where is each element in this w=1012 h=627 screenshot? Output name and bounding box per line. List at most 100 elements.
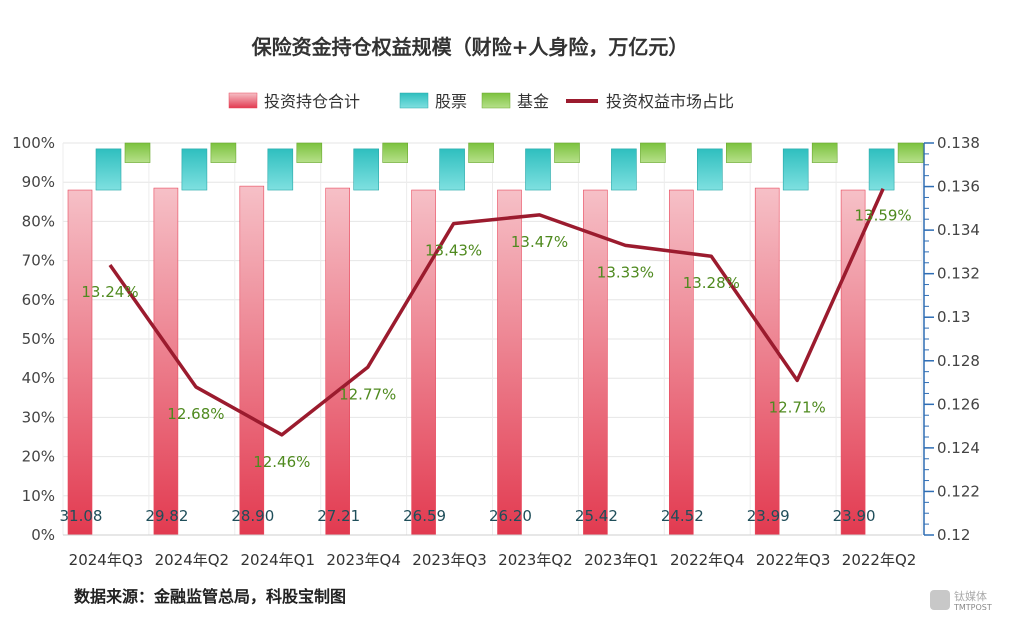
x-tick-label: 2022年Q3 (756, 551, 831, 569)
chart-title: 保险资金持仓权益规模（财险+人身险，万亿元） (251, 35, 689, 59)
bar-stock (696, 148, 723, 191)
source-note: 数据来源：金融监管总局，科股宝制图 (74, 587, 346, 606)
legend-label-fund: 基金 (517, 92, 549, 111)
bar-fund (725, 142, 752, 163)
bar-fund (640, 142, 666, 163)
x-axis: 2024年Q3 2024年Q2 2024年Q1 2023年Q4 2023年Q3 2023年… (63, 534, 922, 569)
x-tick-label: 2024年Q3 (69, 551, 144, 569)
bar-total (153, 187, 179, 536)
right-tick-label: 0.122 (937, 482, 980, 500)
bar-total (583, 189, 608, 536)
right-tick-label: 0.126 (937, 395, 980, 413)
bar-value-label: 29.82 (145, 507, 188, 525)
watermark-sub: TMTPOST (953, 603, 992, 612)
ratio-value-label: 13.28% (683, 274, 740, 292)
bar-stock (439, 148, 465, 191)
x-tick-label: 2024年Q1 (240, 551, 315, 569)
bar-total (67, 189, 93, 536)
bar-stock (181, 148, 208, 191)
bar-value-label: 26.20 (489, 507, 532, 525)
right-tick-label: 0.128 (937, 352, 980, 370)
x-tick-label: 2023年Q4 (326, 551, 401, 569)
left-tick-label: 50% (22, 330, 55, 348)
bar-fund (897, 142, 924, 163)
right-tick-label: 0.132 (937, 265, 980, 283)
ratio-value-label: 13.24% (81, 283, 138, 301)
ratio-value-label: 12.46% (253, 453, 310, 471)
ratio-value-label: 13.33% (597, 263, 654, 281)
data-labels: 31.08 29.82 28.90 27.21 26.59 26.20 25.42 24.52… (60, 207, 912, 525)
ratio-value-label: 12.68% (167, 405, 224, 423)
x-tick-label: 2024年Q2 (155, 551, 230, 569)
bar-value-label: 24.52 (661, 507, 704, 525)
left-tick-label: 10% (22, 487, 55, 505)
bar-stock (868, 148, 895, 191)
left-tick-label: 90% (22, 173, 55, 191)
left-tick-label: 20% (22, 448, 55, 466)
right-tick-label: 0.136 (937, 178, 980, 196)
left-tick-label: 30% (22, 408, 55, 426)
bar-value-label: 31.08 (60, 507, 103, 525)
bar-fund (210, 142, 237, 163)
bar-stock (267, 148, 294, 191)
bar-total (325, 187, 351, 536)
bar-fund (382, 142, 409, 163)
legend-label-total: 投资持仓合计 (264, 92, 360, 111)
left-tick-label: 40% (22, 369, 55, 387)
bar-total (411, 189, 436, 536)
left-axis: 0% 10% 20% 30% 40% 50% 60% 70% 80% 90% 100% (12, 134, 55, 544)
bar-total (668, 189, 694, 536)
legend-label-ratio: 投资权益市场占比 (606, 92, 734, 111)
right-tick-label: 0.138 (937, 134, 980, 152)
watermark-logo: 钛媒体 TMTPOST (930, 589, 992, 612)
ratio-value-label: 13.47% (511, 233, 568, 251)
bar-value-label: 26.59 (403, 507, 446, 525)
bar-fund (124, 142, 151, 163)
x-tick-label: 2022年Q4 (670, 551, 745, 569)
bar-value-label: 28.90 (231, 507, 274, 525)
left-tick-label: 100% (12, 134, 55, 152)
bar-fund (554, 142, 580, 163)
legend: 投资持仓合计 股票 基金 投资权益市场占比 (228, 92, 734, 111)
bar-fund (468, 142, 494, 163)
bar-total (840, 189, 866, 536)
legend-swatch-total (228, 92, 258, 109)
legend-label-stock: 股票 (435, 92, 467, 111)
bar-total (754, 187, 780, 536)
left-tick-label: 70% (22, 252, 55, 270)
legend-swatch-stock (399, 92, 429, 109)
right-axis: 0.12 0.122 0.124 0.126 0.128 0.13 0.132 0.134 0.… (923, 134, 980, 544)
x-tick-label: 2023年Q3 (412, 551, 487, 569)
left-tick-label: 80% (22, 212, 55, 230)
bar-value-label: 23.99 (747, 507, 790, 525)
left-tick-label: 60% (22, 291, 55, 309)
ratio-value-label: 12.77% (339, 385, 396, 403)
bar-stock (611, 148, 637, 191)
watermark-name: 钛媒体 (954, 589, 987, 603)
bar-stock (353, 148, 380, 191)
bar-stock (782, 148, 809, 191)
right-tick-label: 0.124 (937, 439, 980, 457)
ratio-line (108, 188, 885, 437)
ratio-value-label: 13.59% (854, 207, 911, 225)
bar-value-label: 27.21 (317, 507, 360, 525)
watermark-icon (930, 590, 950, 610)
ratio-line-path (108, 188, 885, 437)
right-tick-label: 0.13 (937, 308, 970, 326)
x-tick-label: 2023年Q1 (584, 551, 659, 569)
bar-value-label: 23.90 (833, 507, 876, 525)
legend-swatch-fund (481, 92, 511, 109)
bar-stock (525, 148, 551, 191)
right-tick-label: 0.12 (937, 526, 970, 544)
left-tick-label: 0% (31, 526, 55, 544)
bar-fund (811, 142, 838, 163)
ratio-value-label: 13.43% (425, 242, 482, 260)
bar-total (497, 189, 522, 536)
x-tick-label: 2023年Q2 (498, 551, 573, 569)
grid (62, 142, 923, 536)
bar-total (239, 185, 265, 536)
bar-value-label: 25.42 (575, 507, 618, 525)
bar-stock (95, 148, 122, 191)
x-tick-label: 2022年Q2 (842, 551, 917, 569)
